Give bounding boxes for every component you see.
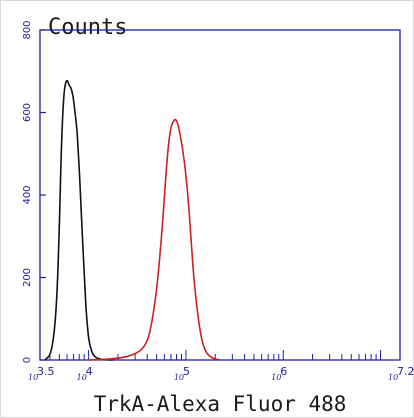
- y-tick-label: 400: [22, 185, 33, 204]
- x-tick-base: 10: [28, 373, 38, 382]
- y-tick-label: 800: [22, 20, 33, 39]
- x-tick-base: 10: [77, 373, 87, 382]
- x-tick-exponent: 7.2: [397, 365, 414, 378]
- x-axis: 103.5 104 105 106 107.2: [28, 350, 414, 382]
- y-axis: 0 200 400 600 800: [22, 20, 46, 363]
- x-tick-exponent: 3.5: [37, 365, 55, 378]
- x-tick-base: 10: [388, 373, 398, 382]
- x-tick-label: 107.2: [388, 365, 414, 382]
- x-tick-base: 10: [271, 373, 281, 382]
- x-tick-label: 104: [77, 365, 93, 382]
- y-tick-label: 600: [22, 103, 33, 122]
- x-tick-base: 10: [174, 373, 184, 382]
- histogram-series-2: [88, 118, 221, 361]
- plot-area: [39, 29, 401, 361]
- x-tick-exponent: 5: [183, 365, 190, 378]
- x-tick-label: 105: [174, 365, 190, 382]
- x-axis-label: TrkA-Alexa Fluor 488: [94, 392, 347, 416]
- x-tick-label: 106: [271, 365, 287, 382]
- histogram-series-1: [44, 79, 114, 361]
- series-layer: [44, 79, 221, 361]
- x-tick-exponent: 4: [86, 365, 93, 378]
- x-tick-label: 103.5: [28, 365, 55, 382]
- x-tick-exponent: 6: [280, 365, 287, 378]
- y-tick-label: 0: [22, 357, 33, 363]
- chart-title: Counts: [48, 15, 127, 40]
- y-tick-label: 200: [22, 268, 33, 287]
